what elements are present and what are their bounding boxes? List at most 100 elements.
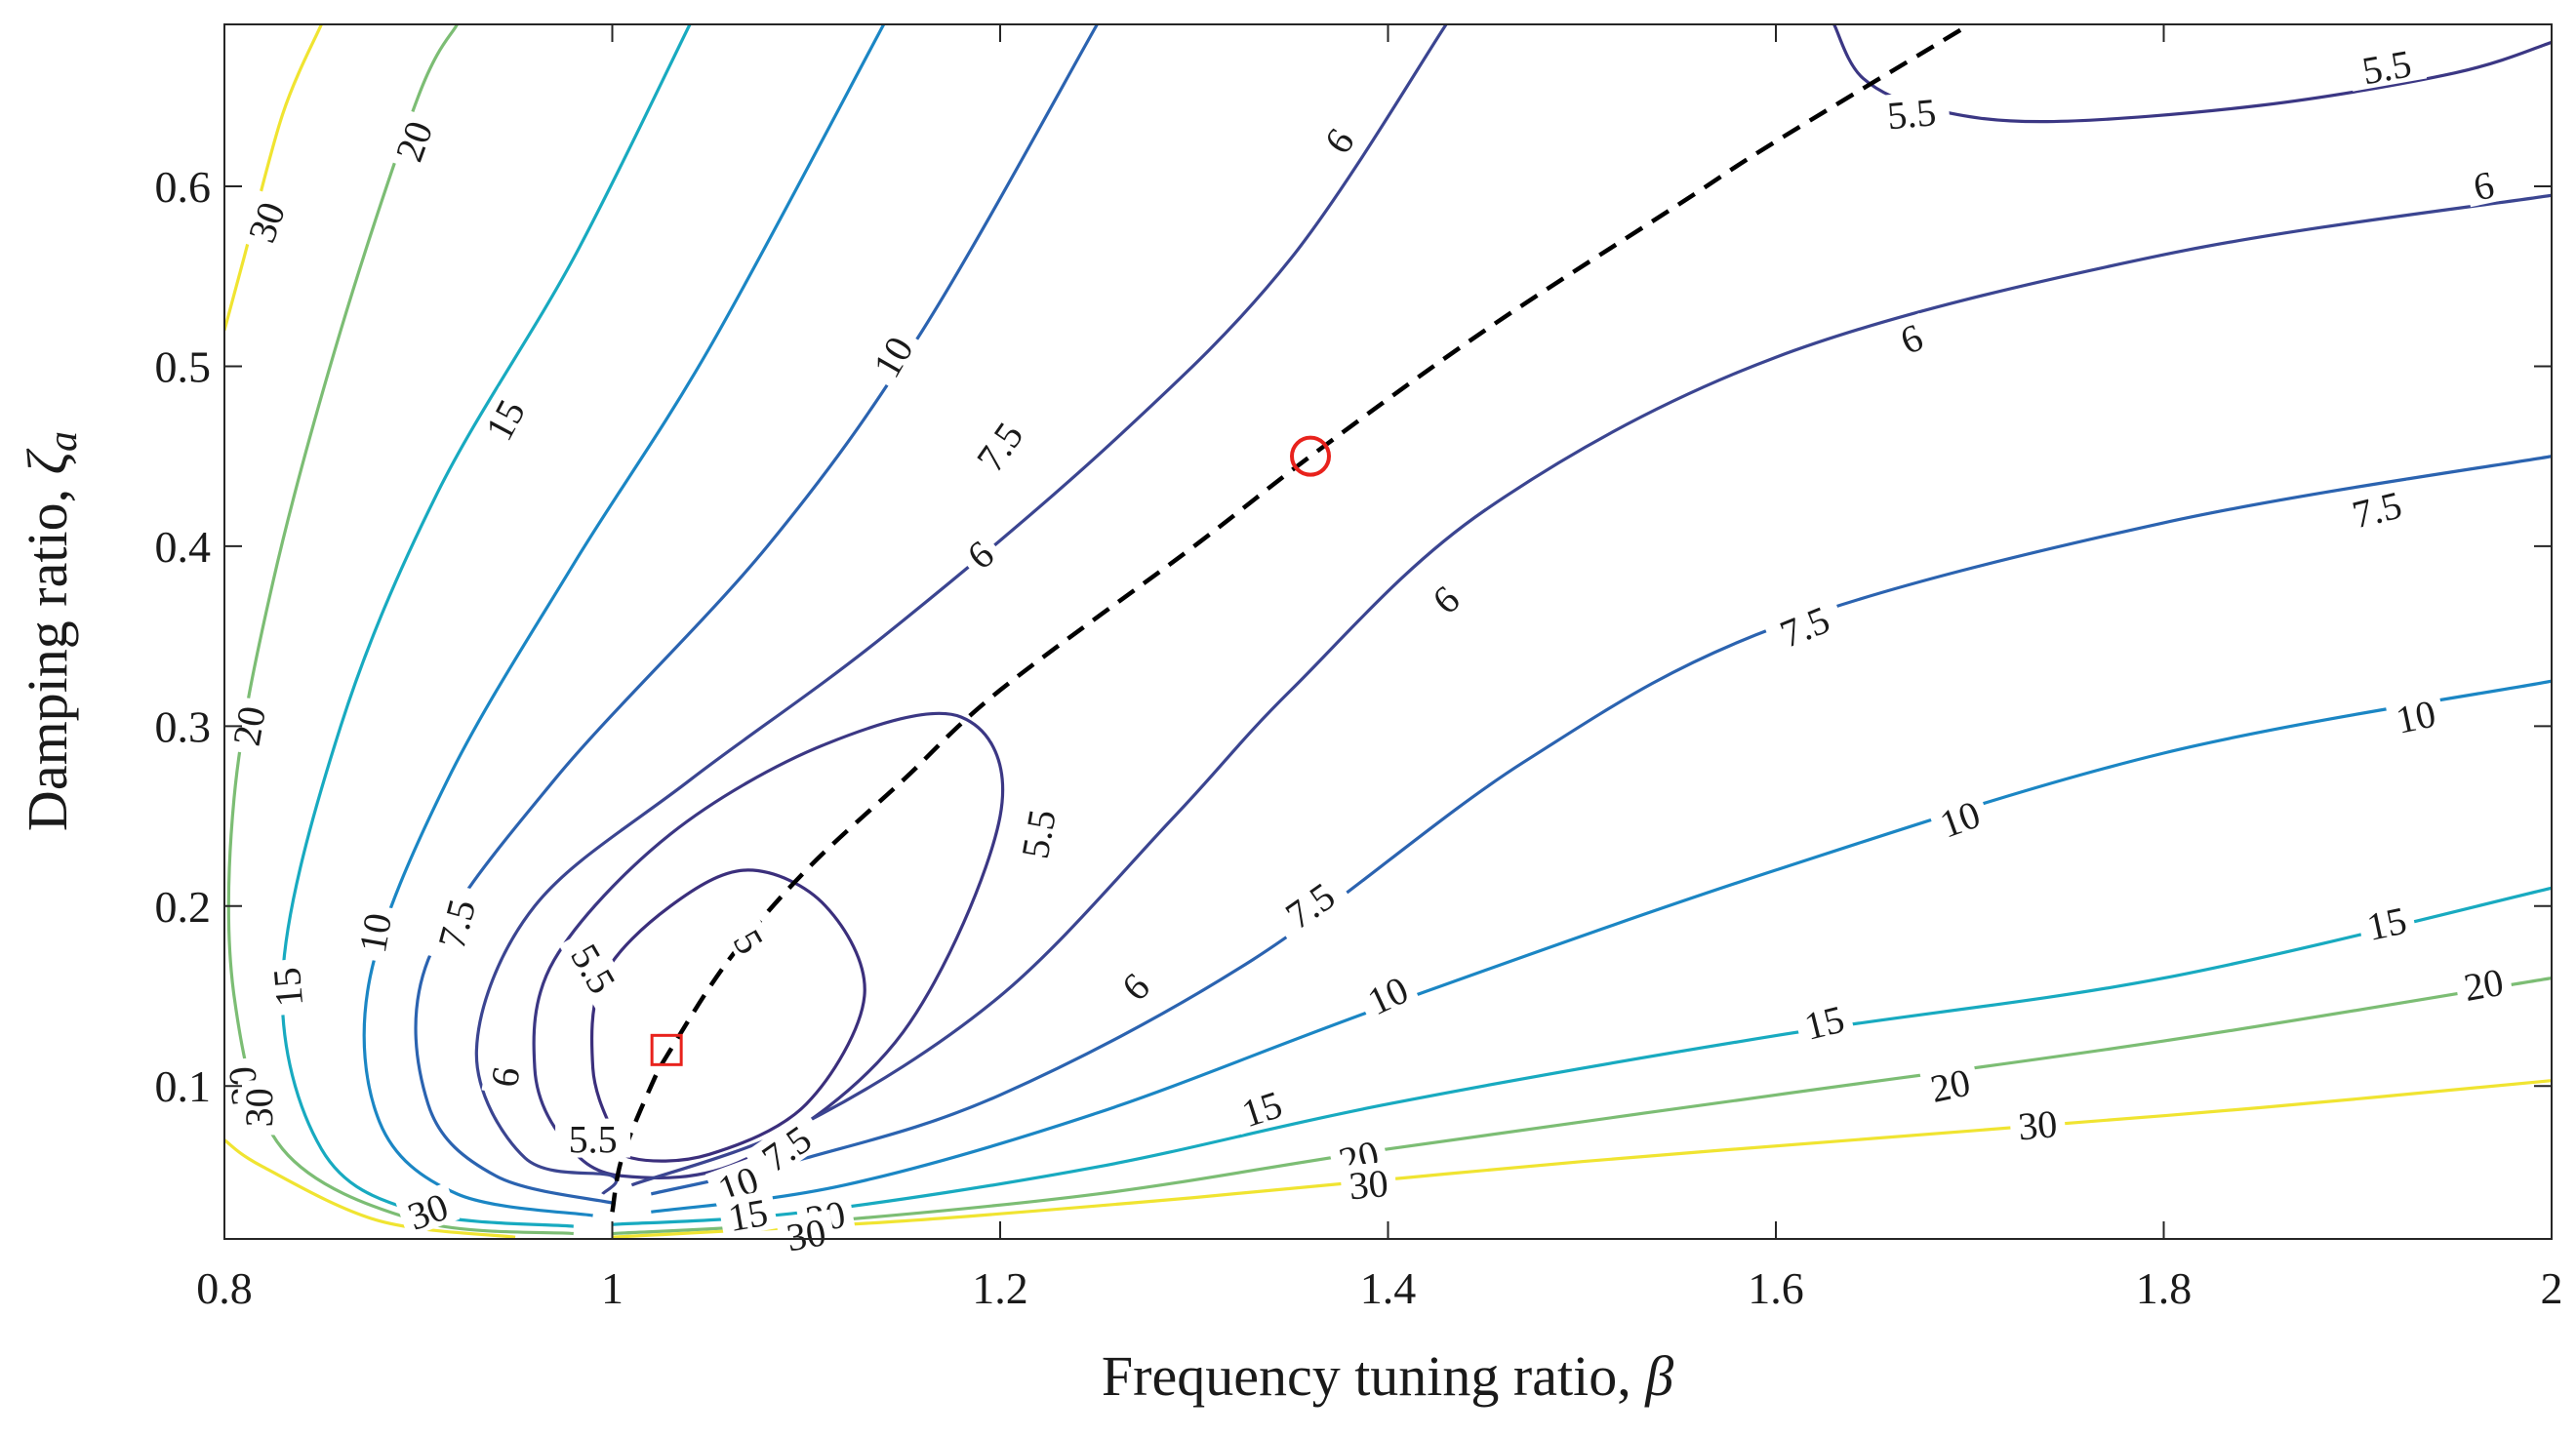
x-tick-label-4: 1.6	[1748, 1263, 1804, 1313]
contour-label-backdrop-14	[960, 404, 1036, 489]
contour-label-layer: 55.55.55.55.55.566666667.57.57.57.57.57.…	[220, 39, 2515, 1259]
marker-layer	[650, 435, 1331, 1066]
contour-line-6-3	[474, 24, 1448, 1196]
contour-label-backdrop-11	[1887, 312, 1935, 363]
contour-label-backdrop-20	[861, 322, 923, 390]
contour-label-backdrop-1	[555, 1118, 631, 1158]
contour-label-group-38: 30	[237, 189, 294, 255]
marker-square	[650, 1033, 683, 1066]
x-tick-label-0: 0.8	[196, 1263, 253, 1313]
contour-label-backdrop-6	[481, 1056, 526, 1097]
contour-label-backdrop-33	[384, 108, 441, 174]
contour-label-backdrop-17	[1761, 593, 1847, 658]
contour-label-backdrop-15	[744, 1109, 828, 1185]
contour-label-group-19: 10	[349, 902, 400, 964]
contour-line-30-14	[224, 24, 323, 332]
y-axis-title-subscript: a	[41, 431, 86, 452]
optimal-path-layer	[610, 24, 1971, 1213]
contour-label-37: 20	[2461, 960, 2507, 1010]
contour-line-30-15	[612, 1079, 2552, 1239]
x-tick-label-5: 1.8	[2136, 1263, 2193, 1313]
x-tick-label-1: 1	[601, 1263, 624, 1313]
y-axis-title-text: Damping ratio,	[16, 474, 79, 831]
contour-label-group-25: 15	[264, 958, 311, 1017]
contour-label-group-15: 7.5	[744, 1109, 828, 1185]
marker-circle	[1290, 435, 1331, 477]
contour-label-backdrop-26	[473, 385, 535, 453]
contour-label-group-24: 10	[2384, 690, 2447, 742]
y-tick-label-1: 0.2	[155, 882, 212, 932]
contour-label-backdrop-9	[1419, 573, 1471, 625]
contour-label-group-13: 7.5	[426, 882, 484, 966]
y-tick-label-3: 0.4	[155, 522, 212, 572]
contour-label-4: 5.5	[1885, 90, 1938, 138]
y-tick-label-0: 0.1	[155, 1061, 212, 1111]
contour-label-backdrop-23	[1926, 789, 1992, 846]
contour-label-group-27: 15	[717, 1189, 779, 1240]
contour-label-group-6: 6	[481, 1056, 529, 1097]
contour-label-backdrop-43	[2008, 1101, 2067, 1146]
contour-label-5: 5.5	[2358, 41, 2414, 93]
contour-line-20-11	[226, 24, 574, 1236]
contour-label-group-5: 5.5	[2346, 39, 2428, 93]
contour-label-group-2: 5.5	[1011, 793, 1065, 875]
contour-line-5-5-1	[532, 711, 1005, 1180]
x-axis-title-symbol: β	[1644, 1344, 1673, 1408]
contour-line-6-4	[630, 193, 2552, 1187]
contour-label-backdrop-25	[264, 958, 308, 1017]
contour-label-backdrop-32	[223, 695, 272, 757]
contour-label-24: 10	[2393, 691, 2439, 741]
contour-label-backdrop-18	[2335, 480, 2418, 537]
contour-line-5-0	[589, 868, 866, 1163]
contour-line-7-5-5	[414, 24, 1099, 1205]
contour-label-25: 15	[264, 966, 311, 1009]
contour-line-15-9	[280, 24, 692, 1228]
contour-label-backdrop-0	[724, 916, 776, 966]
contour-line-30-13	[224, 1138, 516, 1239]
contour-label-backdrop-40	[394, 1182, 461, 1238]
contour-label-backdrop-3	[558, 925, 630, 1011]
contour-label-2: 5.5	[1013, 806, 1065, 861]
contour-label-backdrop-36	[1918, 1058, 1982, 1109]
plot-background	[224, 24, 2552, 1239]
x-tick-label-3: 1.4	[1360, 1263, 1417, 1313]
contour-line-7-5-6	[650, 455, 2552, 1196]
contour-label-group-41: 30	[775, 1209, 837, 1259]
contour-label-27: 15	[725, 1190, 771, 1240]
contour-label-group-4: 5.5	[1872, 89, 1952, 138]
contour-line-10-7	[362, 24, 886, 1217]
contour-label-backdrop-30	[2355, 897, 2418, 947]
contour-label-group-12: 6	[2462, 161, 2505, 210]
contour-label-backdrop-37	[2453, 959, 2515, 1008]
y-tick-label-4: 0.5	[155, 341, 212, 391]
contour-label-backdrop-41	[775, 1209, 837, 1257]
contour-label-backdrop-5	[2346, 39, 2428, 92]
y-tick-label-2: 0.3	[155, 701, 212, 751]
contour-line-5-5-2	[1832, 24, 2552, 124]
contour-label-backdrop-12	[2462, 161, 2505, 208]
contour-label-backdrop-29	[1792, 995, 1856, 1047]
contour-label-group-42: 30	[1339, 1161, 1398, 1208]
x-axis-title: Frequency tuning ratio, β	[1102, 1344, 1673, 1408]
contour-label-backdrop-8	[1311, 114, 1364, 166]
y-axis-title-symbol: ζ	[16, 448, 79, 474]
contour-label-backdrop-2	[1011, 793, 1064, 875]
contour-label-group-43: 30	[2008, 1101, 2067, 1148]
contour-label-group-36: 20	[1918, 1058, 1982, 1111]
contour-label-backdrop-28	[1228, 1080, 1294, 1135]
contour-label-19: 10	[350, 910, 400, 956]
y-axis-title: Damping ratio, ζa	[16, 431, 86, 831]
contour-label-backdrop-13	[426, 882, 484, 966]
contour-label-backdrop-42	[1339, 1161, 1398, 1206]
contour-label-group-37: 20	[2453, 959, 2515, 1010]
contour-label-backdrop-22	[1353, 965, 1421, 1024]
contour-line-10-8	[651, 679, 2552, 1214]
contour-label-backdrop-16	[1267, 866, 1351, 942]
y-tick-label-5: 0.6	[155, 162, 212, 212]
contour-label-30: 15	[2363, 898, 2410, 949]
contour-label-backdrop-4	[1872, 89, 1952, 136]
contour-label-group-11: 6	[1887, 312, 1935, 363]
contour-label-39: 30	[237, 1088, 281, 1127]
contour-label-backdrop-24	[2384, 690, 2447, 740]
